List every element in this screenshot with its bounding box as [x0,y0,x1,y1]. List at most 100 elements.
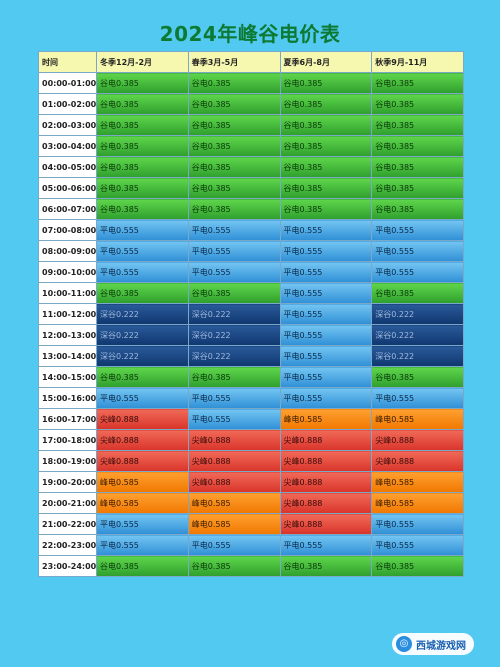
time-cell: 23:00-24:00 [38,555,97,577]
price-cell: 谷电0.385 [279,114,373,136]
time-cell: 21:00-22:00 [38,513,97,535]
price-cell: 谷电0.385 [96,135,189,157]
header-time: 时间 [38,51,97,73]
price-cell: 峰电0.585 [187,492,281,514]
price-cell: 平电0.555 [187,261,281,283]
price-table: 时间 冬季12月-2月 春季3月-5月 夏季6月-8月 秋季9月-11月 00:… [38,51,464,577]
table-row: 12:00-13:00 深谷0.222 深谷0.222 平电0.555 深谷0.222 [38,324,464,346]
table-row: 08:00-09:00 平电0.555 平电0.555 平电0.555 平电0.555 [38,240,464,262]
price-cell: 谷电0.385 [187,93,281,115]
price-cell: 谷电0.385 [187,366,281,388]
price-cell: 尖峰0.888 [279,513,373,535]
header-summer: 夏季6月-8月 [279,51,373,73]
price-cell: 谷电0.385 [371,72,464,94]
table-row: 15:00-16:00 平电0.555 平电0.555 平电0.555 平电0.555 [38,387,464,409]
table-row: 21:00-22:00 平电0.555 峰电0.585 尖峰0.888 平电0.555 [38,513,464,535]
price-cell: 平电0.555 [279,282,373,304]
time-cell: 18:00-19:00 [38,450,97,472]
price-cell: 平电0.555 [187,408,281,430]
price-cell: 谷电0.385 [371,156,464,178]
watermark-text: 西城游戏网 [416,640,466,652]
price-cell: 平电0.555 [187,534,281,556]
price-cell: 尖峰0.888 [96,450,189,472]
price-cell: 谷电0.385 [96,366,189,388]
price-cell: 尖峰0.888 [96,429,189,451]
time-cell: 03:00-04:00 [38,135,97,157]
price-cell: 尖峰0.888 [187,471,281,493]
price-cell: 尖峰0.888 [279,429,373,451]
table-body: 00:00-01:00 谷电0.385 谷电0.385 谷电0.385 谷电0.385 0… [38,72,464,577]
price-cell: 谷电0.385 [187,114,281,136]
price-cell: 峰电0.585 [279,408,373,430]
price-cell: 谷电0.385 [96,93,189,115]
price-cell: 峰电0.585 [96,492,189,514]
price-cell: 平电0.555 [96,261,189,283]
header-spring: 春季3月-5月 [187,51,281,73]
price-cell: 谷电0.385 [187,282,281,304]
header-winter: 冬季12月-2月 [96,51,189,73]
price-cell: 平电0.555 [279,240,373,262]
price-cell: 谷电0.385 [279,555,373,577]
price-cell: 谷电0.385 [187,135,281,157]
price-cell: 谷电0.385 [96,114,189,136]
table-row: 09:00-10:00 平电0.555 平电0.555 平电0.555 平电0.555 [38,261,464,283]
price-cell: 谷电0.385 [279,93,373,115]
price-cell: 谷电0.385 [96,282,189,304]
table-row: 02:00-03:00 谷电0.385 谷电0.385 谷电0.385 谷电0.385 [38,114,464,136]
price-cell: 深谷0.222 [96,303,189,325]
price-cell: 深谷0.222 [371,303,464,325]
price-cell: 峰电0.585 [371,471,464,493]
price-cell: 平电0.555 [96,534,189,556]
table-row: 14:00-15:00 谷电0.385 谷电0.385 平电0.555 谷电0.385 [38,366,464,388]
time-cell: 22:00-23:00 [38,534,97,556]
price-cell: 深谷0.222 [96,345,189,367]
time-cell: 07:00-08:00 [38,219,97,241]
time-cell: 04:00-05:00 [38,156,97,178]
price-cell: 平电0.555 [96,387,189,409]
price-cell: 平电0.555 [187,219,281,241]
price-cell: 深谷0.222 [371,345,464,367]
price-cell: 尖峰0.888 [187,429,281,451]
price-cell: 平电0.555 [371,240,464,262]
price-cell: 平电0.555 [279,324,373,346]
table-row: 03:00-04:00 谷电0.385 谷电0.385 谷电0.385 谷电0.385 [38,135,464,157]
time-cell: 05:00-06:00 [38,177,97,199]
price-cell: 谷电0.385 [279,177,373,199]
price-cell: 平电0.555 [187,240,281,262]
price-cell: 平电0.555 [279,345,373,367]
page-title: 2024年峰谷电价表 [159,22,341,46]
price-cell: 谷电0.385 [187,198,281,220]
table-row: 16:00-17:00 尖峰0.888 平电0.555 峰电0.585 峰电0.585 [38,408,464,430]
price-cell: 平电0.555 [371,513,464,535]
price-cell: 谷电0.385 [279,135,373,157]
time-cell: 11:00-12:00 [38,303,97,325]
price-cell: 峰电0.585 [187,513,281,535]
time-cell: 14:00-15:00 [38,366,97,388]
time-cell: 00:00-01:00 [38,72,97,94]
price-cell: 尖峰0.888 [371,429,464,451]
price-cell: 谷电0.385 [371,555,464,577]
price-cell: 谷电0.385 [371,198,464,220]
price-cell: 深谷0.222 [187,345,281,367]
time-cell: 01:00-02:00 [38,93,97,115]
time-cell: 02:00-03:00 [38,114,97,136]
table-row: 22:00-23:00 平电0.555 平电0.555 平电0.555 平电0.555 [38,534,464,556]
price-cell: 谷电0.385 [371,282,464,304]
price-cell: 平电0.555 [96,513,189,535]
price-cell: 谷电0.385 [187,72,281,94]
price-cell: 峰电0.585 [371,492,464,514]
price-cell: 谷电0.385 [371,114,464,136]
price-cell: 平电0.555 [279,366,373,388]
table-row: 17:00-18:00 尖峰0.888 尖峰0.888 尖峰0.888 尖峰0.888 [38,429,464,451]
price-cell: 谷电0.385 [96,555,189,577]
table-row: 10:00-11:00 谷电0.385 谷电0.385 平电0.555 谷电0.385 [38,282,464,304]
price-cell: 深谷0.222 [371,324,464,346]
price-cell: 谷电0.385 [96,156,189,178]
price-cell: 平电0.555 [371,534,464,556]
price-cell: 平电0.555 [371,387,464,409]
price-cell: 尖峰0.888 [187,450,281,472]
price-cell: 谷电0.385 [371,366,464,388]
table-row: 07:00-08:00 平电0.555 平电0.555 平电0.555 平电0.555 [38,219,464,241]
globe-icon: ◎ [396,636,412,652]
watermark: ◎ 西城游戏网 [392,633,474,655]
